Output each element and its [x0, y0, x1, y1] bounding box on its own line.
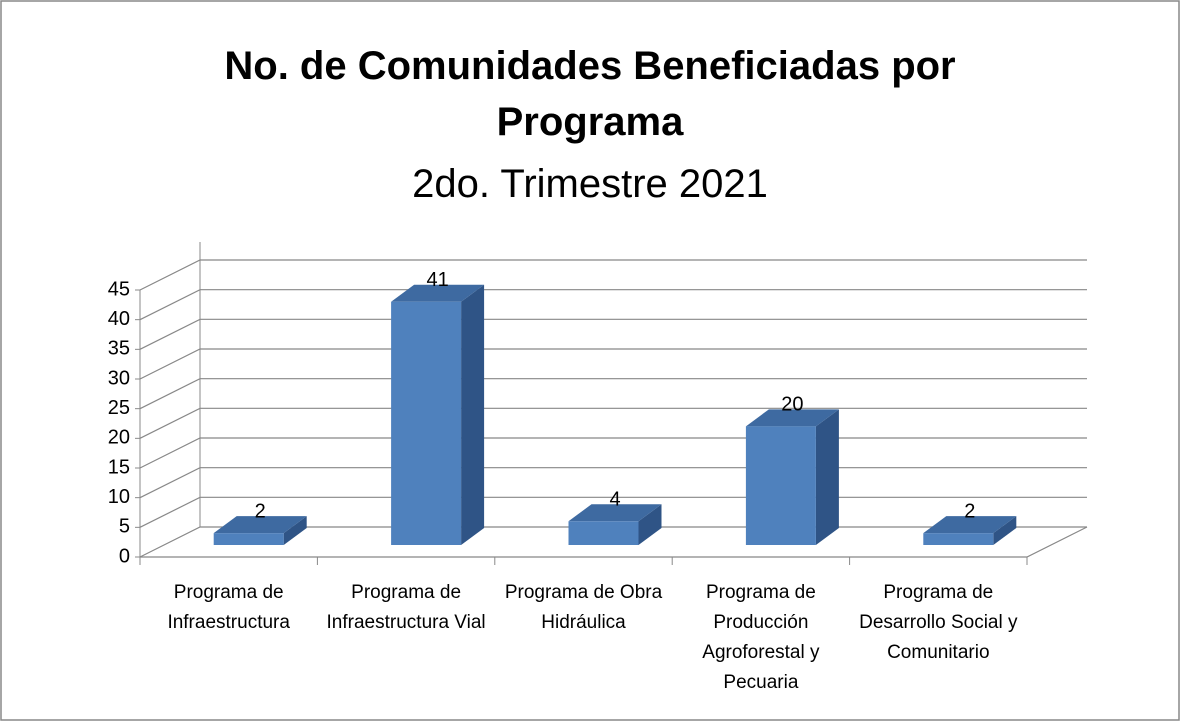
bar: [391, 284, 485, 545]
grid-line: [139, 259, 1087, 291]
y-tick-label: 35: [108, 338, 130, 360]
bar-face: [745, 426, 816, 545]
bar-face: [638, 504, 662, 545]
data-label: 41: [426, 269, 448, 291]
x-tick-label: Programa de Producción Agroforestal y Pe…: [702, 582, 820, 693]
bar-face: [993, 516, 1017, 545]
data-label: 4: [609, 489, 620, 511]
grid-line: [139, 289, 1087, 321]
bar-face: [745, 409, 839, 427]
x-tick-label: Programa de Infraestructura: [167, 582, 290, 633]
bar: [745, 409, 839, 545]
chart-title: No. de Comunidades Beneficiadas por Prog…: [224, 44, 956, 144]
grid-line: [139, 378, 1087, 410]
y-tick-label: 0: [119, 545, 130, 567]
y-tick-label: 10: [108, 486, 130, 508]
bar-face: [213, 533, 284, 545]
chart-subtitle: 2do. Trimestre 2021: [412, 162, 768, 206]
y-tick-label: 45: [108, 278, 130, 300]
bar-face: [815, 409, 839, 545]
bar-face: [923, 516, 1017, 534]
y-tick-label: 40: [108, 308, 130, 330]
x-tick-label: Programa de Infraestructura Vial: [326, 582, 486, 633]
x-tick-label: Programa de Desarrollo Social y Comunita…: [859, 582, 1018, 663]
bar: [213, 516, 307, 545]
y-tick-label: 30: [108, 367, 130, 389]
bar-face: [283, 516, 307, 545]
bar-face: [391, 284, 485, 302]
bar-face: [461, 284, 485, 545]
y-tick-label: 25: [108, 397, 130, 419]
bar: [923, 516, 1017, 545]
y-tick-label: 15: [108, 456, 130, 478]
bar-face: [213, 516, 307, 534]
y-tick-label: 5: [119, 516, 130, 538]
data-label: 20: [781, 394, 803, 416]
x-tick-label: Programa de Obra Hidráulica: [504, 582, 663, 633]
data-label: 2: [964, 500, 975, 522]
bar-face: [568, 504, 662, 522]
bar: [568, 504, 662, 545]
bar-face: [568, 521, 639, 545]
bar-face: [923, 533, 994, 545]
grid-line: [139, 407, 1087, 439]
bar-face: [391, 301, 462, 545]
y-tick-label: 20: [108, 427, 130, 449]
grid-line: [139, 348, 1087, 380]
grid-line: [139, 318, 1087, 350]
data-label: 2: [255, 500, 266, 522]
